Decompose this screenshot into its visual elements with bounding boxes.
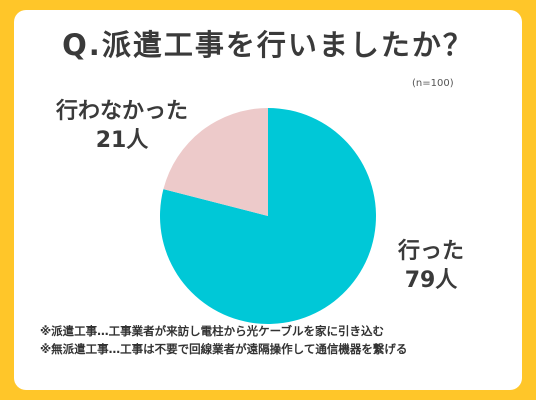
- slice-label-not-done-value: 21人: [95, 127, 149, 153]
- chart-title: Q.派遣工事を行いましたか？: [62, 28, 474, 62]
- footnote-dispatch: ※派遣工事…工事業者が来訪し電柱から光ケーブルを家に引き込む: [40, 324, 384, 338]
- slice-label-not-done-text: 行わなかった: [55, 99, 188, 124]
- slice-label-done-value: 79人: [404, 267, 458, 293]
- sample-size: (n=100): [412, 78, 454, 89]
- slice-label-done-text: 行った: [397, 239, 464, 264]
- footnotes: ※派遣工事…工事業者が来訪し電柱から光ケーブルを家に引き込む ※無派遣工事…工事…: [40, 322, 407, 358]
- footnote-no-dispatch: ※無派遣工事…工事は不要で回線業者が遠隔操作して通信機器を繋げる: [40, 342, 408, 356]
- pie-slice-done: [159, 108, 376, 324]
- slice-label-done: 行った 79人: [376, 238, 486, 295]
- pie-slice-not-done: [163, 108, 268, 216]
- slice-label-not-done: 行わなかった 21人: [42, 98, 202, 155]
